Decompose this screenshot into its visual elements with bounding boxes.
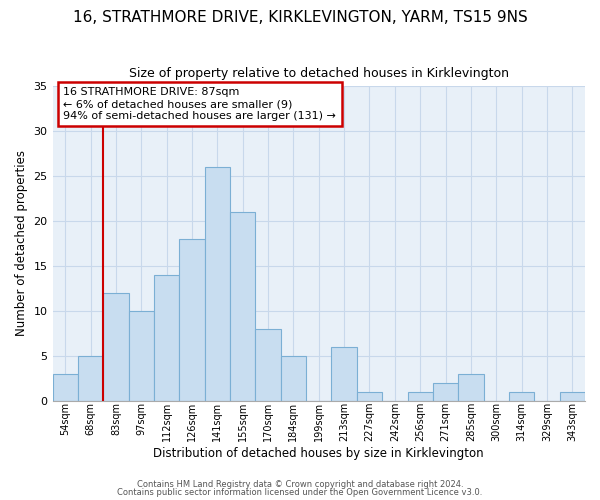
X-axis label: Distribution of detached houses by size in Kirklevington: Distribution of detached houses by size … bbox=[154, 447, 484, 460]
Bar bbox=[407, 392, 433, 400]
Bar bbox=[53, 374, 78, 400]
Bar bbox=[458, 374, 484, 400]
Text: 16, STRATHMORE DRIVE, KIRKLEVINGTON, YARM, TS15 9NS: 16, STRATHMORE DRIVE, KIRKLEVINGTON, YAR… bbox=[73, 10, 527, 25]
Bar bbox=[128, 310, 154, 400]
Bar bbox=[230, 212, 256, 400]
Text: 16 STRATHMORE DRIVE: 87sqm
← 6% of detached houses are smaller (9)
94% of semi-d: 16 STRATHMORE DRIVE: 87sqm ← 6% of detac… bbox=[63, 88, 336, 120]
Y-axis label: Number of detached properties: Number of detached properties bbox=[15, 150, 28, 336]
Title: Size of property relative to detached houses in Kirklevington: Size of property relative to detached ho… bbox=[129, 68, 509, 80]
Bar bbox=[509, 392, 534, 400]
Bar bbox=[331, 346, 357, 401]
Bar bbox=[357, 392, 382, 400]
Bar bbox=[179, 238, 205, 400]
Bar bbox=[560, 392, 585, 400]
Bar bbox=[154, 274, 179, 400]
Bar bbox=[78, 356, 103, 401]
Bar bbox=[433, 382, 458, 400]
Text: Contains HM Land Registry data © Crown copyright and database right 2024.: Contains HM Land Registry data © Crown c… bbox=[137, 480, 463, 489]
Bar bbox=[281, 356, 306, 401]
Text: Contains public sector information licensed under the Open Government Licence v3: Contains public sector information licen… bbox=[118, 488, 482, 497]
Bar bbox=[103, 292, 128, 401]
Bar bbox=[205, 167, 230, 400]
Bar bbox=[256, 328, 281, 400]
